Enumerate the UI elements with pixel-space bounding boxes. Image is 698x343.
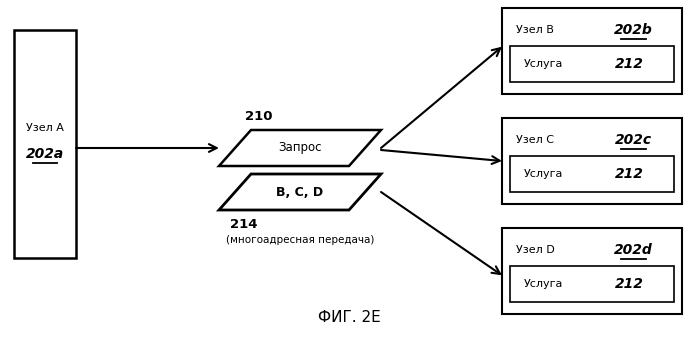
Text: 202b: 202b [614,23,653,37]
Text: 202a: 202a [26,147,64,161]
Text: 202d: 202d [614,243,653,257]
Text: Узел B: Узел B [516,25,554,35]
Text: Запрос: Запрос [279,142,322,154]
Text: 212: 212 [615,57,644,71]
Text: 212: 212 [615,277,644,291]
Text: Узел С: Узел С [516,135,554,145]
Text: Услуга: Услуга [524,59,563,69]
Text: Услуга: Услуга [524,279,563,289]
Bar [502,228,682,314]
Bar [14,30,76,258]
Polygon shape [219,130,381,166]
Text: B, C, D: B, C, D [276,186,324,199]
Bar [502,118,682,204]
Text: 214: 214 [230,217,258,230]
Text: Услуга: Услуга [524,169,563,179]
Text: 212: 212 [615,167,644,181]
Text: (многоадресная передача): (многоадресная передача) [226,235,374,245]
Bar [502,8,682,94]
Polygon shape [219,174,381,210]
Text: 202c: 202c [615,133,652,147]
Text: ФИГ. 2E: ФИГ. 2E [318,310,380,326]
Bar [510,156,674,192]
Text: Узел А: Узел А [26,123,64,133]
Bar [510,266,674,302]
Text: 210: 210 [245,109,272,122]
Bar [510,46,674,82]
Text: Узел D: Узел D [516,245,555,255]
